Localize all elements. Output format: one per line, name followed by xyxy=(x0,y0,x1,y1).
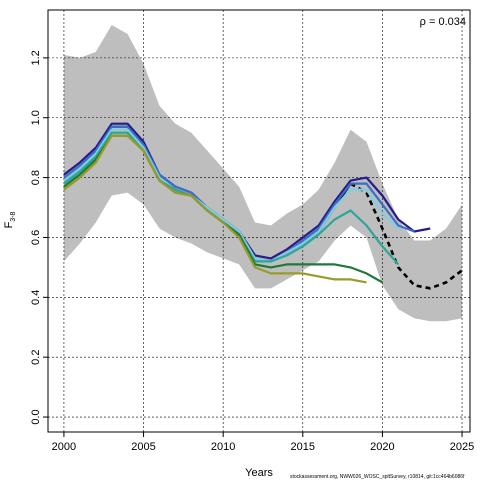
series-line-5 xyxy=(63,128,400,263)
series-line-2 xyxy=(349,182,463,290)
plot-frame xyxy=(47,9,471,433)
x-axis-title: Years xyxy=(245,467,273,479)
y-axis-title-subscript: 3-8 xyxy=(10,211,17,221)
x-tick-label: 2020 xyxy=(370,441,394,453)
x-tick-label: 2015 xyxy=(291,441,315,453)
y-axis-title: F3-8 xyxy=(3,211,17,228)
y-axis: 0.0 0.2 0.4 0.6 0.8 1.0 1.2 xyxy=(30,50,48,425)
y-tick-label: 0.4 xyxy=(30,290,42,305)
rho-annotation: ρ = 0.034 xyxy=(420,16,466,28)
x-tick-label: 2010 xyxy=(211,441,235,453)
confidence-band-layer xyxy=(63,24,463,322)
y-tick-label: 1.0 xyxy=(30,110,42,125)
x-tick-label: 2025 xyxy=(450,441,474,453)
series-line-8 xyxy=(63,134,367,284)
y-tick-label: 0.2 xyxy=(30,350,42,365)
y-tick-label: 1.2 xyxy=(30,50,42,65)
y-tick-label: 0.0 xyxy=(30,409,42,424)
source-footnote: stockassessment.org, NWW026_WOSC_spltSur… xyxy=(290,474,465,480)
series-layer xyxy=(63,122,463,290)
y-axis-title-main: F xyxy=(3,221,15,228)
y-tick-label: 0.8 xyxy=(30,170,42,185)
confidence-band xyxy=(63,24,463,322)
x-tick-label: 2000 xyxy=(52,441,76,453)
x-axis: 2000 2005 2010 2015 2020 2025 xyxy=(52,432,474,453)
x-tick-label: 2005 xyxy=(131,441,155,453)
y-tick-label: 0.6 xyxy=(30,230,42,245)
